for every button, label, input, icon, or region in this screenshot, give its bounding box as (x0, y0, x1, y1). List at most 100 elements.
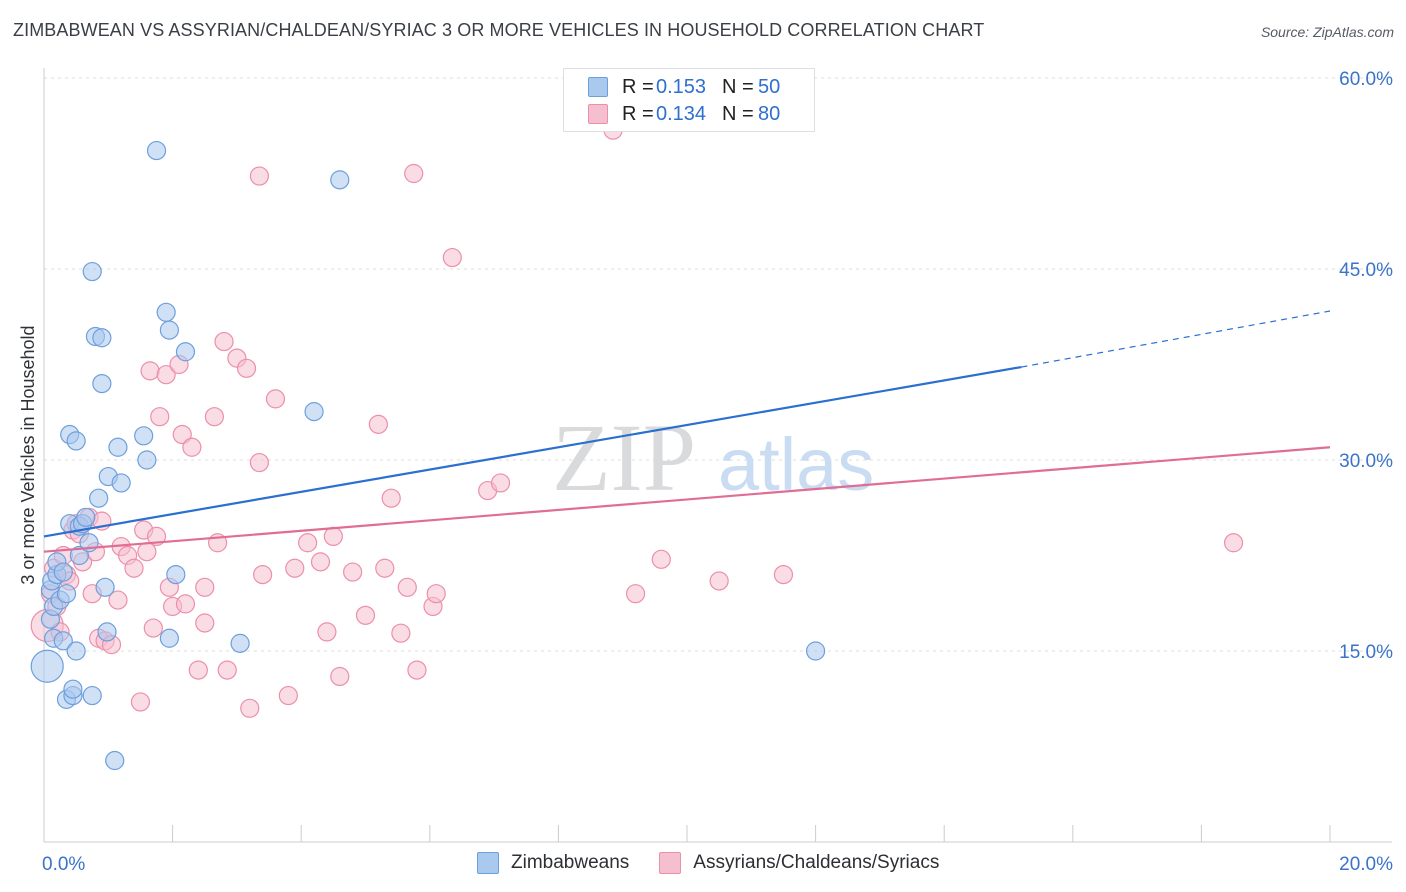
assyrian-point (278, 685, 298, 706)
assyrian-point (253, 564, 273, 585)
legend-swatch-blue (588, 77, 608, 97)
zimbabwean-point (137, 450, 157, 470)
y-tick-label: 60.0% (1339, 69, 1393, 90)
assyrian-point (310, 552, 331, 572)
series-legend: Zimbabweans Assyrians/Chaldeans/Syriacs (477, 852, 969, 874)
zimbabwean-point (330, 170, 350, 190)
assyrian-point (188, 660, 208, 680)
zimbabwean-point (175, 342, 196, 362)
x-tick-label: 20.0% (1339, 854, 1393, 875)
legend-row-zimbabweans: R = 0.153 N = 50 (588, 75, 780, 99)
assyrian-point (249, 452, 270, 473)
assyrian-point (236, 358, 257, 378)
tick-labels: 15.0% 30.0% 45.0% 60.0% 0.0% 20.0% (42, 69, 1393, 875)
zimbabwean-point (69, 545, 89, 566)
zimbabwean-point (146, 140, 167, 161)
assyrian-point (298, 533, 318, 553)
series-legend-label: Assyrians/Chaldeans/Syriacs (693, 852, 940, 873)
y-tick-label: 45.0% (1339, 260, 1393, 281)
assyrian-point (265, 389, 286, 409)
zimbabwean-point (76, 507, 96, 527)
zimbabwean-point (805, 641, 826, 661)
zimbabwean-point (159, 628, 179, 648)
assyrian-point (625, 584, 646, 604)
zimbabwean-point (30, 649, 64, 683)
zimbabwean-point (66, 641, 86, 661)
assyrian-point (1223, 533, 1244, 553)
zimbabwean-point (63, 679, 83, 699)
legend-r-value: 0.134 (656, 102, 707, 125)
assyrian-point (175, 594, 196, 614)
assyrian-point (343, 562, 363, 582)
assyrian-point (404, 163, 424, 184)
assyrian-point (285, 558, 305, 578)
y-axis-label: 3 or more Vehicles in Household (18, 325, 38, 584)
zimbabwean-point (105, 750, 125, 771)
series-legend-assyrians[interactable]: Assyrians/Chaldeans/Syriacs (659, 852, 939, 874)
legend-swatch-pink (588, 104, 608, 124)
assyrian-point (240, 698, 260, 718)
legend-r-label: R = (622, 102, 654, 125)
legend-n-value: 80 (758, 102, 781, 125)
zimbabwean-point (53, 562, 73, 582)
assyrian-point (140, 361, 160, 381)
assyrian-point (150, 407, 170, 427)
zimbabwean-point (159, 320, 179, 340)
assyrian-point (249, 166, 270, 186)
y-tick-label: 15.0% (1339, 642, 1393, 663)
zimbabwean-point (92, 328, 112, 348)
assyrian-point (195, 577, 215, 597)
assyrian-point (490, 473, 511, 493)
assyrian-point (375, 558, 395, 578)
source-label: Source: ZipAtlas.com (1260, 24, 1394, 40)
zimbabwean-trend-extension (1021, 310, 1331, 368)
assyrian-point (426, 584, 446, 604)
legend-n-label: N = (722, 102, 754, 125)
legend-r-label: R = (622, 75, 654, 98)
zimbabwean-point (82, 261, 102, 282)
legend-swatch-pink (659, 852, 682, 874)
zimbabwean-point (304, 402, 324, 422)
zimbabwean-point (89, 488, 109, 508)
zimbabwean-point (111, 473, 131, 493)
assyrian-point (146, 526, 167, 547)
zimbabwean-point (53, 631, 73, 651)
series-legend-zimbabweans[interactable]: Zimbabweans (477, 852, 629, 874)
y-tick-label: 30.0% (1339, 451, 1393, 472)
assyrian-point (182, 437, 202, 457)
series-legend-label: Zimbabweans (511, 852, 630, 873)
zimbabwean-point (108, 437, 128, 457)
assyrian-point (397, 577, 417, 597)
assyrian-point (391, 623, 411, 643)
watermark-atlas: atlas (718, 423, 874, 506)
assyrian-point (355, 605, 376, 625)
assyrian-point (195, 613, 215, 633)
legend-r-value: 0.153 (656, 75, 707, 98)
legend-n-label: N = (722, 75, 754, 98)
zimbabwean-point (230, 633, 250, 653)
assyrian-point (651, 549, 671, 569)
assyrian-point (407, 660, 427, 680)
assyrian-point (217, 660, 237, 680)
zimbabwean-trend-line (43, 365, 1022, 538)
watermark-zip: ZIP (552, 404, 696, 511)
assyrian-point (156, 365, 176, 385)
assyrian-point (442, 247, 462, 268)
legend-swatch-blue (477, 852, 499, 874)
zimbabwean-point (66, 431, 86, 451)
axes (43, 68, 1392, 843)
legend-n-value: 50 (758, 75, 781, 98)
assyrian-point (330, 666, 350, 687)
assyrian-point (773, 564, 794, 585)
assyrian-trend-line (43, 446, 1331, 553)
assyrian-point (368, 414, 388, 434)
assyrian-point (143, 618, 163, 638)
assyrian-point (214, 331, 234, 352)
zimbabwean-point (82, 685, 102, 706)
zimbabwean-point (95, 577, 115, 597)
assyrian-point (709, 571, 729, 591)
assyrian-point (317, 622, 337, 642)
chart-title: ZIMBABWEAN VS ASSYRIAN/CHALDEAN/SYRIAC 3… (13, 20, 985, 40)
x-tick-label: 0.0% (42, 854, 85, 875)
